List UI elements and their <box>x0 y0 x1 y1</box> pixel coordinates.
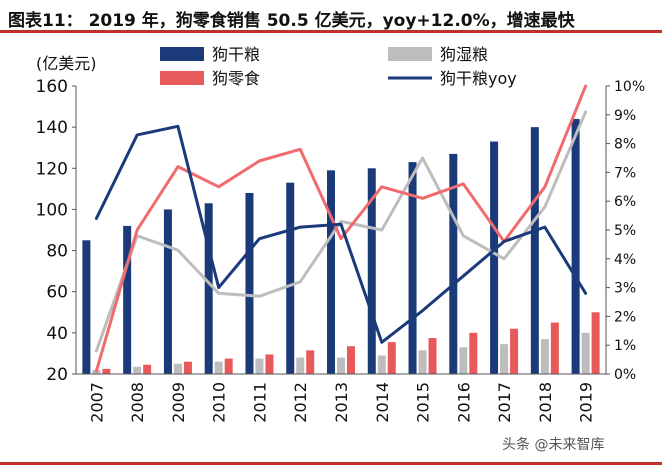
left-tick-label: 160 <box>36 77 68 97</box>
bar-treat <box>510 328 519 374</box>
line-wet-yoy <box>94 110 588 353</box>
x-tick-label: 2011 <box>250 382 269 423</box>
header-rule <box>0 30 662 33</box>
legend-wet-label: 狗湿粮 <box>440 45 488 64</box>
x-tick-label: 2019 <box>577 382 596 423</box>
bar-dry <box>245 192 254 374</box>
left-tick-label: 100 <box>36 200 68 220</box>
bar-dry <box>490 141 499 374</box>
left-axis-ticks: 20 40 60 80 100 120 140 160 <box>36 77 76 385</box>
x-tick-label: 2018 <box>536 382 555 423</box>
x-axis-ticks: 2007 2008 2009 2010 2011 2012 2013 2014 2015 2016… <box>87 382 595 423</box>
bar-dry <box>367 168 376 374</box>
axes-group <box>75 86 607 375</box>
x-tick-label: 2010 <box>210 382 229 423</box>
bar-series-group <box>82 118 600 375</box>
x-tick-label: 2014 <box>373 382 392 423</box>
legend-treat-swatch <box>160 71 204 85</box>
bar-dry <box>123 225 132 374</box>
bar-treat <box>265 354 274 374</box>
bar-dry <box>327 170 335 374</box>
right-tick-label: 6% <box>614 194 636 210</box>
bar-wet <box>459 347 468 374</box>
right-tick-label: 9% <box>614 108 636 124</box>
x-tick-label: 2007 <box>87 382 106 423</box>
bar-treat <box>306 350 315 374</box>
right-tick-label: 5% <box>614 223 636 239</box>
x-tick-label: 2015 <box>414 382 433 423</box>
bar-treat <box>428 338 437 374</box>
bar-treat <box>347 346 355 374</box>
right-tick-label: 4% <box>614 252 636 268</box>
legend-dry-label: 狗干粮 <box>212 45 260 64</box>
footer-rule <box>0 462 662 465</box>
watermark: 头条 @未来智库 <box>502 437 605 453</box>
legend-dry-yoy-label: 狗干粮yoy <box>440 69 517 88</box>
right-tick-label: 10% <box>614 79 645 95</box>
bar-treat <box>469 332 478 374</box>
right-tick-label: 7% <box>614 165 636 181</box>
bar-treat <box>591 312 600 374</box>
figure-title: 图表11： 2019 年，狗零食销售 50.5 亿美元，yoy+12.0%，增速… <box>8 11 575 31</box>
bar-wet <box>255 358 264 374</box>
legend-treat-label: 狗零食 <box>212 69 260 88</box>
bar-treat <box>387 342 396 374</box>
legend-dry-swatch <box>160 47 204 61</box>
x-tick-label: 2013 <box>332 382 351 423</box>
bar-wet <box>133 366 142 374</box>
bar-dry <box>82 240 91 374</box>
left-tick-label: 80 <box>46 242 68 262</box>
right-axis-ticks: 0% 1% 2% 3% 4% 5% 6% 7% 8% 9% 10% <box>606 79 645 383</box>
left-tick-label: 20 <box>46 365 68 385</box>
bar-dry <box>286 182 295 374</box>
right-tick-label: 3% <box>614 281 636 297</box>
bar-wet <box>418 350 427 374</box>
x-tick-label: 2016 <box>454 382 473 423</box>
x-tick-label: 2009 <box>169 382 188 423</box>
bar-dry <box>571 118 580 375</box>
bar-wet <box>500 344 509 374</box>
left-tick-label: 140 <box>36 118 68 138</box>
bar-wet <box>581 332 590 374</box>
right-tick-label: 0% <box>614 367 636 383</box>
bar-wet <box>337 357 345 374</box>
line-series-group <box>94 84 588 373</box>
left-tick-label: 60 <box>46 283 68 303</box>
right-tick-label: 8% <box>614 137 636 153</box>
bar-wet <box>296 357 305 374</box>
right-tick-label: 2% <box>614 309 636 325</box>
bar-treat <box>550 322 559 374</box>
x-tick-label: 2012 <box>291 382 310 423</box>
bar-dry <box>449 153 458 374</box>
bar-treat <box>102 368 111 374</box>
bar-wet <box>173 363 182 374</box>
bar-dry <box>408 162 417 374</box>
left-tick-label: 40 <box>46 324 68 344</box>
left-tick-label: 120 <box>36 159 68 179</box>
bar-dry <box>204 203 213 374</box>
bar-treat <box>143 364 152 374</box>
bar-treat <box>183 361 192 374</box>
bar-wet <box>214 361 223 374</box>
bar-dry <box>163 209 172 374</box>
bar-dry <box>530 127 539 375</box>
x-tick-label: 2008 <box>128 382 147 423</box>
x-tick-label: 2017 <box>495 382 514 423</box>
line-dry-yoy <box>94 124 588 344</box>
legend-wet-swatch <box>388 47 432 61</box>
y-axis-unit-label: (亿美元) <box>36 54 97 73</box>
bar-wet <box>377 355 386 374</box>
right-tick-label: 1% <box>614 338 636 354</box>
bar-wet <box>540 339 549 374</box>
bar-treat <box>224 358 233 374</box>
